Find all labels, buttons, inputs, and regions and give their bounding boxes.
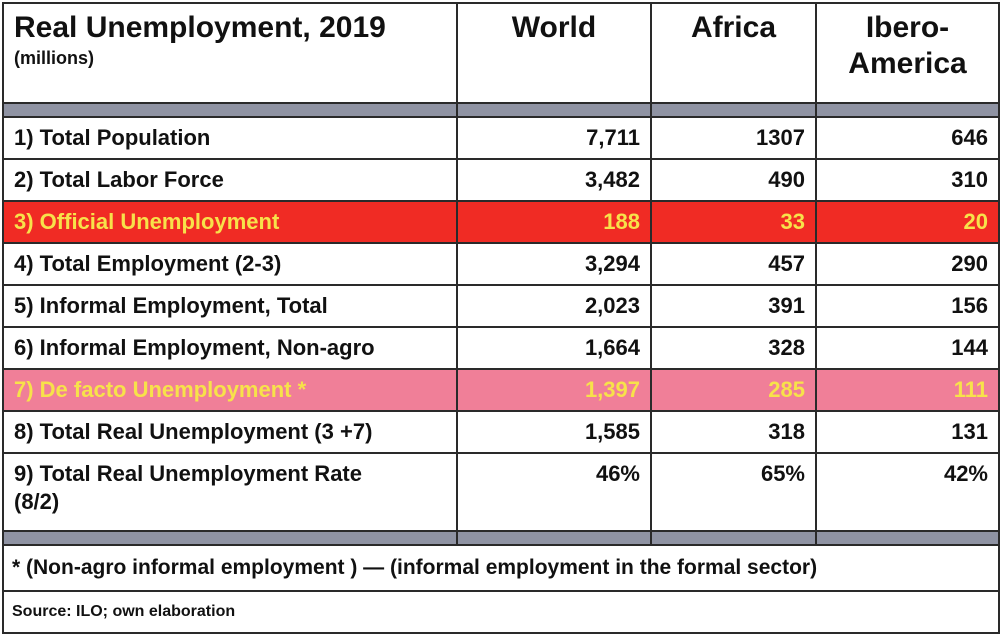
table-row: 4) Total Employment (2-3) 3,294 457 290 [2,242,1000,286]
table-row: 9) Total Real Unemployment Rate (8/2) 46… [2,452,1000,532]
footnote-row: * (Non-agro informal employment ) — (inf… [2,544,1000,592]
cell-africa: 391 [650,284,817,328]
row-label: 6) Informal Employment, Non-agro [2,326,458,370]
cell-ibero: 20 [815,200,1000,244]
cell-africa: 490 [650,158,817,202]
table-subtitle: (millions) [14,48,94,68]
cell-ibero: 310 [815,158,1000,202]
cell-africa: 1307 [650,116,817,160]
table-header-row: Real Unemployment, 2019 (millions) World… [2,2,1000,104]
footnote-text: * (Non-agro informal employment ) — (inf… [2,544,1000,592]
row-label: 9) Total Real Unemployment Rate (8/2) [2,452,458,532]
cell-world: 1,585 [456,410,652,454]
table-row-de-facto-unemployment: 7) De facto Unemployment * 1,397 285 111 [2,368,1000,412]
cell-world: 188 [456,200,652,244]
column-header-africa: Africa [650,2,817,104]
cell-africa: 457 [650,242,817,286]
cell-ibero: 646 [815,116,1000,160]
row-label: 2) Total Labor Force [2,158,458,202]
table-row: 5) Informal Employment, Total 2,023 391 … [2,284,1000,328]
source-row: Source: ILO; own elaboration [2,590,1000,634]
column-header-ibero-america: Ibero- America [815,2,1000,104]
cell-africa: 318 [650,410,817,454]
cell-world: 2,023 [456,284,652,328]
row-label: 1) Total Population [2,116,458,160]
cell-world: 1,664 [456,326,652,370]
row-label: 3) Official Unemployment [2,200,458,244]
cell-world: 7,711 [456,116,652,160]
cell-world: 3,294 [456,242,652,286]
spacer-row [2,530,1000,546]
cell-ibero: 111 [815,368,1000,412]
cell-ibero: 144 [815,326,1000,370]
cell-africa: 328 [650,326,817,370]
table-title: Real Unemployment, 2019 [14,11,386,44]
cell-africa: 65% [650,452,817,532]
table-row: 6) Informal Employment, Non-agro 1,664 3… [2,326,1000,370]
cell-africa: 33 [650,200,817,244]
cell-world: 3,482 [456,158,652,202]
spacer-row [2,102,1000,118]
source-text: Source: ILO; own elaboration [2,590,1000,634]
row-label: 4) Total Employment (2-3) [2,242,458,286]
cell-ibero: 42% [815,452,1000,532]
cell-world: 46% [456,452,652,532]
column-header-world: World [456,2,652,104]
title-cell: Real Unemployment, 2019 (millions) [2,2,458,104]
cell-ibero: 290 [815,242,1000,286]
row-label: 8) Total Real Unemployment (3 +7) [2,410,458,454]
table-row-official-unemployment: 3) Official Unemployment 188 33 20 [2,200,1000,244]
cell-world: 1,397 [456,368,652,412]
table-row: 2) Total Labor Force 3,482 490 310 [2,158,1000,202]
row-label: 5) Informal Employment, Total [2,284,458,328]
cell-africa: 285 [650,368,817,412]
cell-ibero: 131 [815,410,1000,454]
cell-ibero: 156 [815,284,1000,328]
table-row: 8) Total Real Unemployment (3 +7) 1,585 … [2,410,1000,454]
table-row: 1) Total Population 7,711 1307 646 [2,116,1000,160]
row-label: 7) De facto Unemployment * [2,368,458,412]
